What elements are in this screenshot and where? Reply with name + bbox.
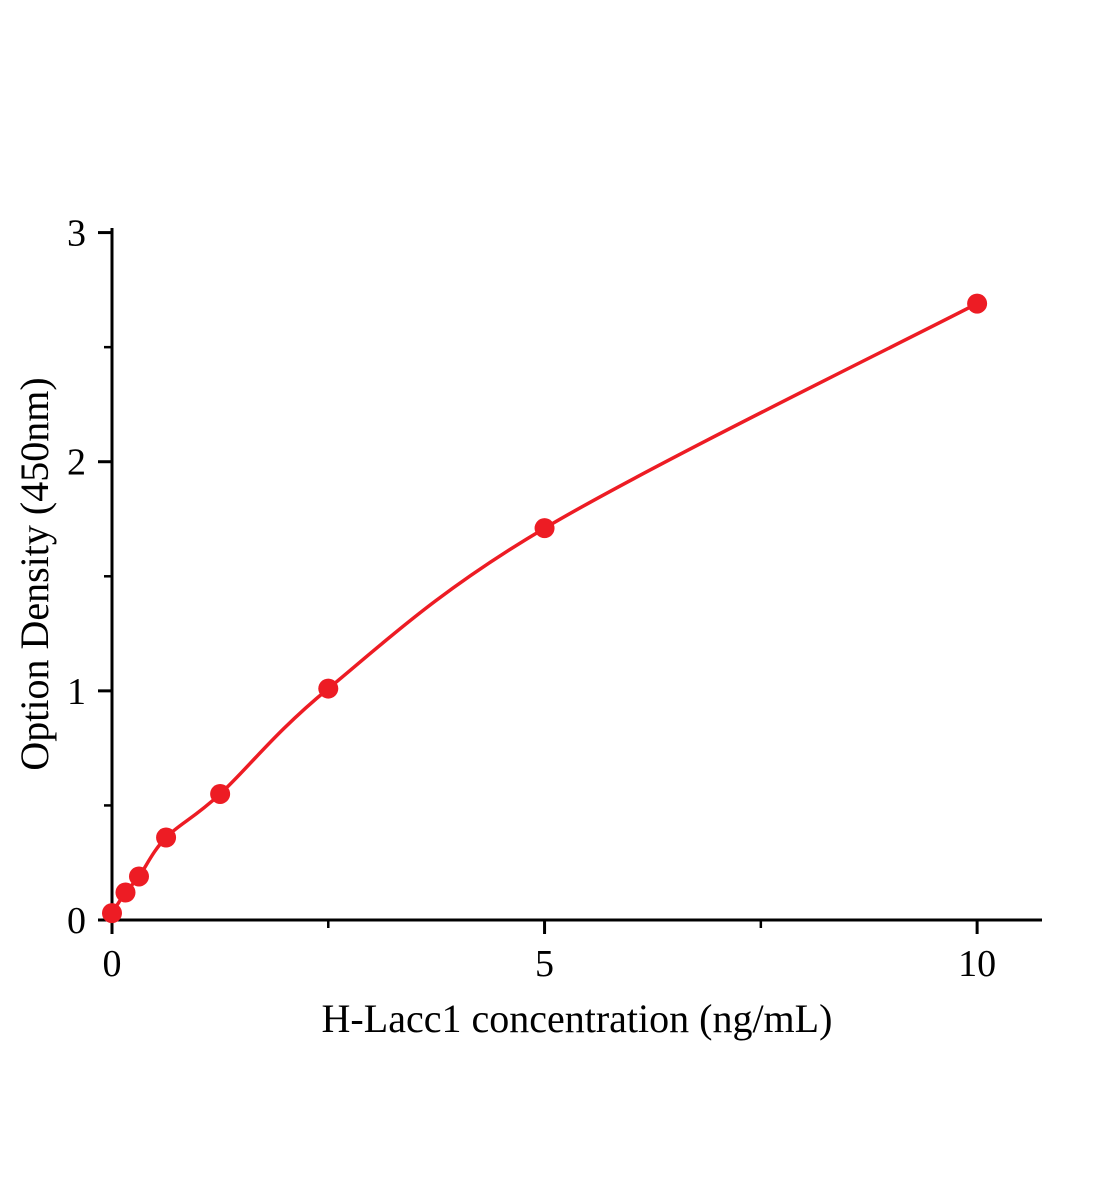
- data-point: [156, 827, 177, 848]
- y-tick-label: 3: [67, 213, 86, 255]
- data-point: [967, 293, 988, 314]
- x-axis-label: H-Lacc1 concentration (ng/mL): [322, 996, 833, 1041]
- data-series: [102, 293, 988, 924]
- tick-labels: 0 5 10 0 1 2 3: [67, 213, 996, 985]
- x-tick-label: 10: [958, 943, 996, 985]
- x-tick-label: 5: [535, 943, 554, 985]
- y-tick-label: 1: [67, 671, 86, 713]
- data-point: [210, 783, 231, 804]
- fit-curve: [110, 301, 979, 915]
- data-point: [128, 866, 149, 887]
- y-tick-label: 2: [67, 442, 86, 484]
- data-point: [534, 518, 555, 539]
- y-axis-label: Option Density (450nm): [12, 377, 57, 770]
- y-tick-label: 0: [67, 900, 86, 942]
- axis-ticks: [98, 231, 979, 934]
- data-point: [318, 678, 339, 699]
- axes: [110, 228, 1042, 922]
- data-point: [115, 882, 136, 903]
- x-tick-label: 0: [103, 943, 122, 985]
- data-point: [102, 903, 122, 924]
